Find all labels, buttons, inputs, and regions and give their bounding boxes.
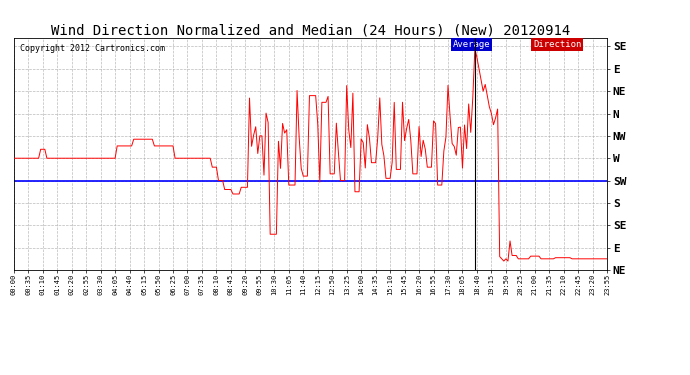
Text: Average: Average (453, 40, 491, 49)
Text: Direction: Direction (533, 40, 582, 49)
Text: Copyright 2012 Cartronics.com: Copyright 2012 Cartronics.com (20, 45, 165, 54)
Title: Wind Direction Normalized and Median (24 Hours) (New) 20120914: Wind Direction Normalized and Median (24… (51, 24, 570, 38)
